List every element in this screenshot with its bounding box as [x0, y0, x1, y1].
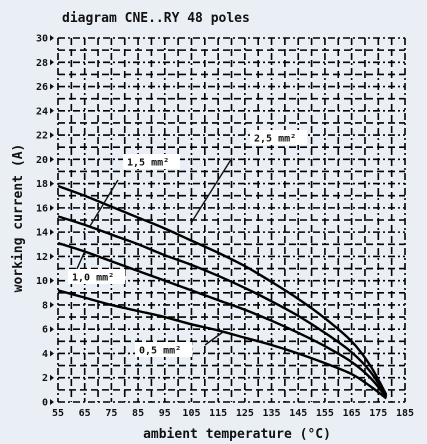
x-tick-label: 135 [263, 408, 281, 419]
x-tick-label: 155 [316, 408, 334, 419]
y-tick-label: 12 [36, 252, 48, 263]
series-line [57, 289, 388, 400]
series-label-leader [190, 157, 233, 223]
y-tick-label: 0 [42, 398, 48, 409]
y-tick-marker [50, 107, 54, 114]
y-tick-marker [50, 253, 54, 260]
y-tick-label: 24 [36, 106, 48, 117]
y-tick-label: 16 [36, 203, 48, 214]
x-tick-label: 185 [396, 408, 414, 419]
series-label: 1,5 mm² [127, 158, 169, 169]
x-tick-label: 105 [182, 408, 200, 419]
x-tick-label: 125 [236, 408, 254, 419]
x-tick-label: 95 [159, 408, 171, 419]
series-line [57, 184, 388, 396]
series-labels: 2,5 mm² 1,5 mm² 1,0 mm² 0,5 mm² [68, 130, 307, 357]
series-label-box [250, 130, 307, 145]
series-label: 0,5 mm² [139, 346, 181, 357]
y-tick-label: 2 [42, 373, 48, 384]
x-axis-label: ambient temperature (°C) [143, 427, 331, 442]
y-tick-label: 8 [42, 300, 48, 311]
y-tick-label: 28 [36, 58, 48, 69]
series-label-box [123, 154, 180, 169]
y-tick-label: 18 [36, 179, 48, 190]
x-axis-ticks: 55 65 75 85 95 105 115 125 135 145 155 165 175 185 [52, 408, 414, 419]
x-tick-label: 85 [132, 408, 144, 419]
x-tick-label: 165 [343, 408, 361, 419]
y-tick-label: 26 [36, 82, 48, 93]
x-tick-label: 75 [105, 408, 117, 419]
y-tick-label: 6 [42, 325, 48, 336]
series-label-box [135, 342, 192, 357]
x-tick-label: 55 [52, 408, 64, 419]
y-tick-label: 4 [42, 349, 48, 360]
x-tick-label: 65 [79, 408, 91, 419]
y-tick-label: 10 [36, 276, 48, 287]
y-tick-marker [50, 399, 54, 405]
y-tick-label: 20 [36, 155, 48, 166]
y-axis-label: working current (A) [11, 144, 26, 293]
series-label-leader [89, 179, 119, 227]
y-tick-label: 14 [36, 228, 48, 239]
series-label-box [68, 269, 125, 284]
grid [57, 37, 406, 403]
y-tick-marker [50, 326, 54, 333]
series-line [57, 215, 388, 397]
y-tick-label: 30 [36, 34, 48, 45]
y-tick-label: 22 [36, 131, 48, 142]
y-tick-marker [50, 156, 54, 163]
series-label-leader [204, 331, 224, 346]
y-tick-marker [50, 83, 54, 90]
series-label: 1,0 mm² [72, 273, 114, 284]
y-tick-marker [50, 277, 54, 284]
series-lines [57, 184, 388, 400]
y-tick-marker [50, 350, 54, 357]
y-tick-marker [50, 374, 54, 381]
y-tick-marker [50, 132, 54, 139]
x-tick-label: 145 [289, 408, 307, 419]
series-line [57, 241, 388, 398]
x-tick-label: 115 [209, 408, 227, 419]
series-label: 2,5 mm² [254, 134, 296, 145]
y-tick-marker [50, 35, 54, 41]
y-tick-marker [50, 204, 54, 211]
y-tick-marker [50, 180, 54, 187]
y-tick-marker [50, 301, 54, 308]
y-tick-marker [50, 229, 54, 236]
y-tick-marker [50, 59, 54, 66]
chart-title: diagram CNE..RY 48 poles [62, 11, 250, 26]
x-tick-label: 175 [369, 408, 387, 419]
